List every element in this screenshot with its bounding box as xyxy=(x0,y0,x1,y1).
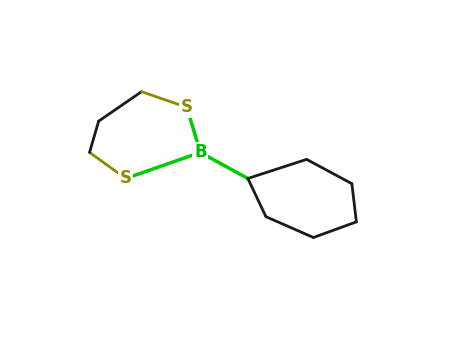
Text: B: B xyxy=(194,144,207,161)
Text: S: S xyxy=(120,169,132,188)
Text: S: S xyxy=(181,98,193,116)
